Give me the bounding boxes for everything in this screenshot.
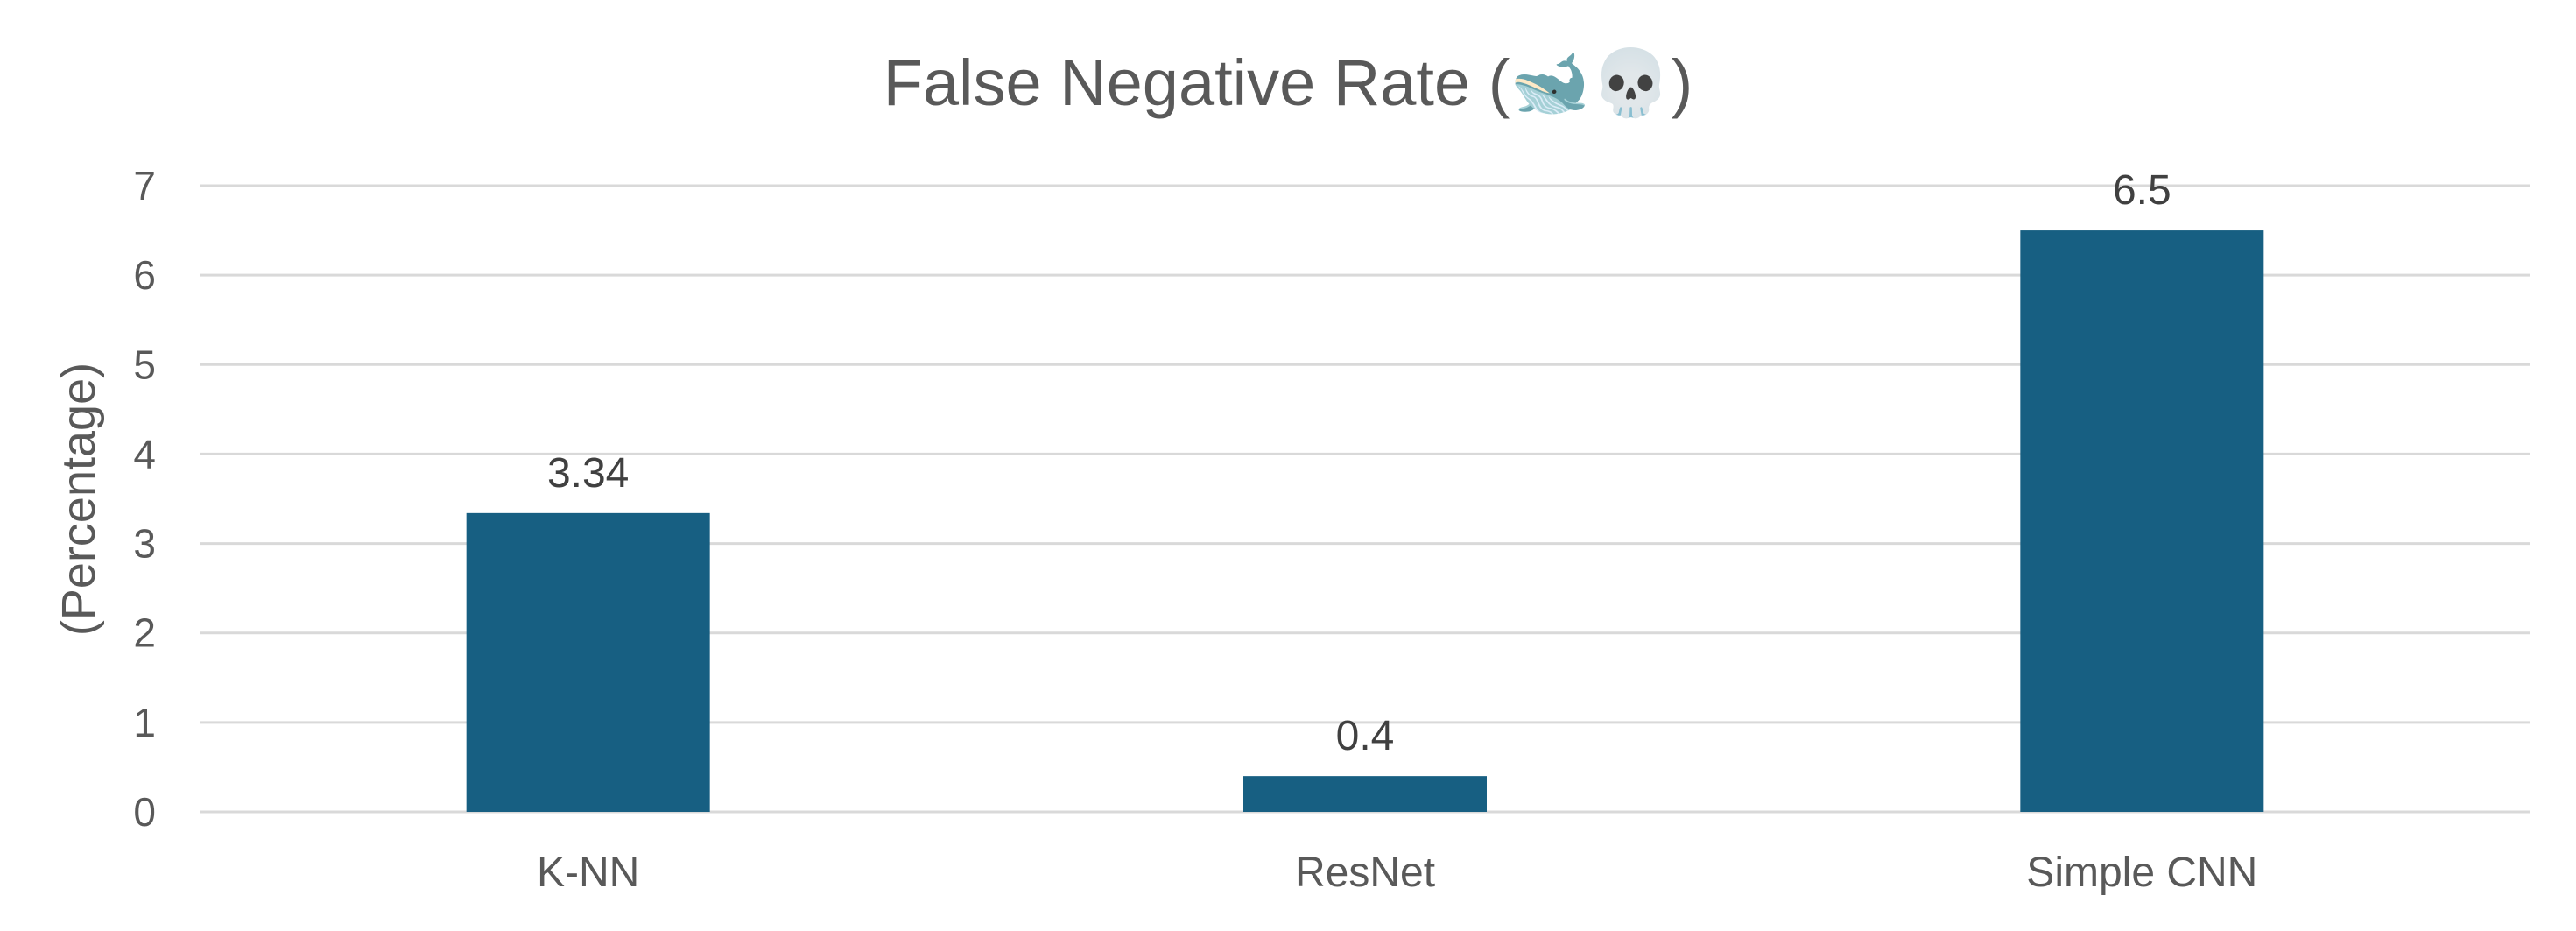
x-category-label: K-NN (537, 850, 639, 896)
y-tick-label: 4 (133, 431, 156, 476)
y-tick-label: 2 (133, 610, 156, 656)
y-axis-label: (Percentage) (53, 363, 105, 636)
y-axis-ticks: 0 1 2 3 4 5 6 7 (133, 163, 156, 835)
bar (2020, 230, 2264, 813)
bars (466, 230, 2264, 813)
y-tick-label: 6 (133, 252, 156, 298)
y-tick-label: 5 (133, 342, 156, 387)
x-category-label: ResNet (1295, 850, 1435, 896)
y-tick-label: 7 (133, 163, 156, 208)
y-tick-label: 0 (133, 789, 156, 835)
bar (1243, 776, 1487, 812)
x-category-label: Simple CNN (2026, 850, 2257, 896)
data-labels: 3.34 0.4 6.5 (547, 167, 2171, 759)
x-axis-categories: K-NN ResNet Simple CNN (537, 850, 2257, 896)
chart-title: False Negative Rate (🐋💀) (883, 46, 1693, 120)
y-tick-label: 3 (133, 521, 156, 567)
data-label: 0.4 (1336, 713, 1395, 759)
bar (466, 512, 710, 812)
data-label: 6.5 (2113, 167, 2171, 214)
y-tick-label: 1 (133, 700, 156, 745)
data-label: 3.34 (547, 450, 629, 497)
